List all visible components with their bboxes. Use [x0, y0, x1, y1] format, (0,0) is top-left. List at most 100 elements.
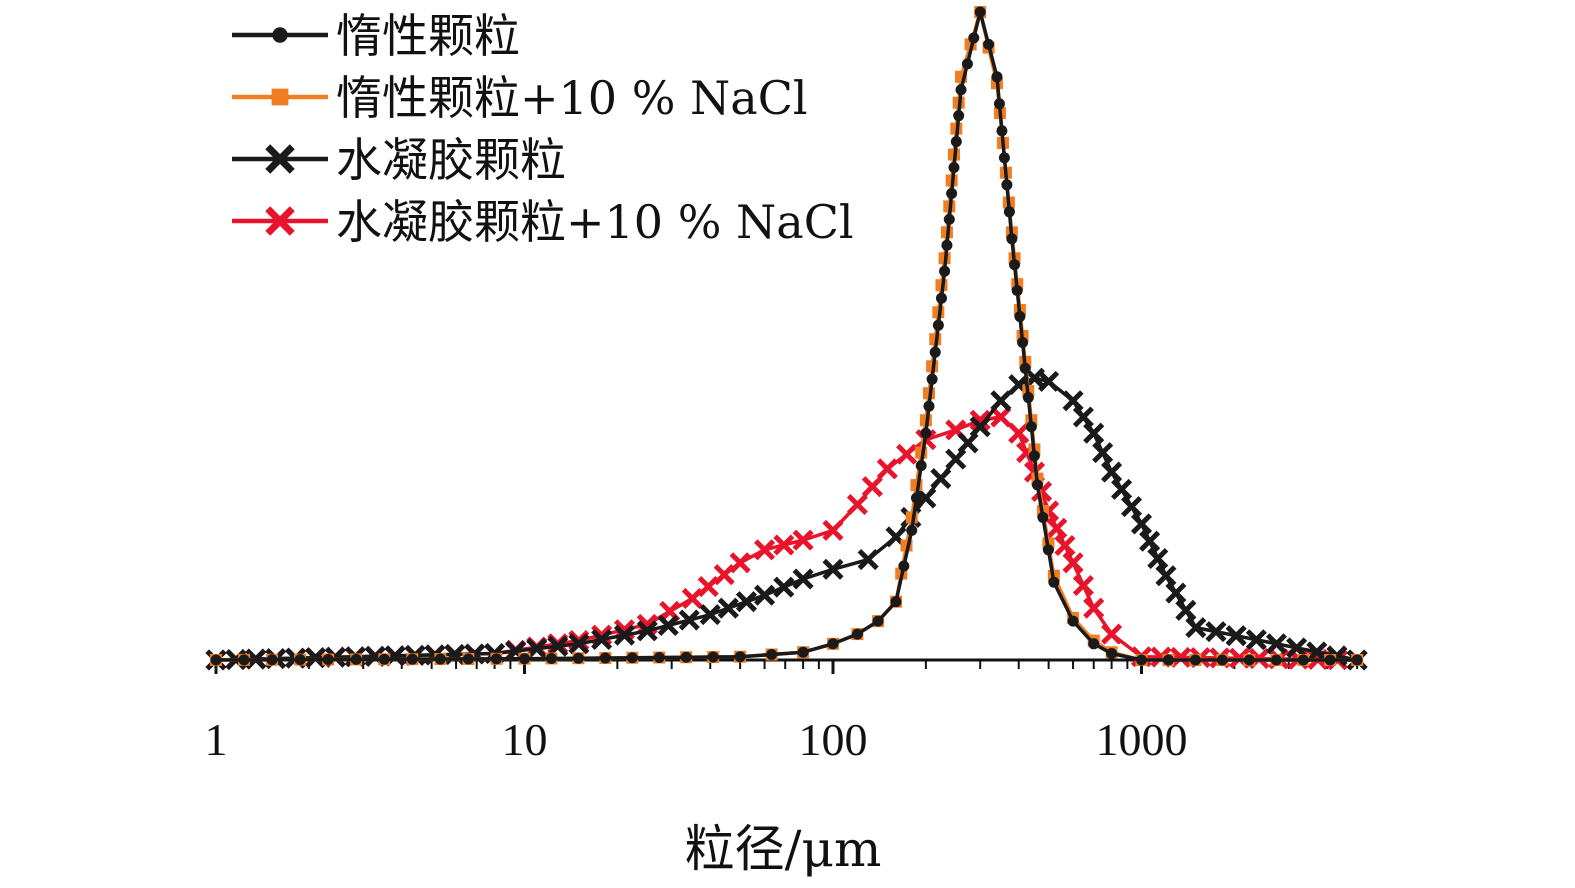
series-1-marker	[519, 653, 530, 665]
series-1-marker	[872, 615, 884, 627]
series-4-marker	[1046, 517, 1068, 539]
series-3-marker	[1265, 633, 1288, 655]
series-4-marker	[990, 406, 1012, 428]
series-3-marker	[792, 568, 814, 590]
series-4-marker	[1062, 552, 1084, 574]
series-3-marker	[1139, 530, 1161, 552]
series-3-marker	[1072, 406, 1094, 428]
series-1-marker	[953, 110, 965, 122]
x-axis-title: 粒径/μm	[685, 820, 882, 878]
series-1-marker	[1017, 336, 1029, 348]
series-3-marker	[526, 638, 548, 660]
series-1-marker	[968, 32, 980, 44]
x-tick-label: 10	[502, 714, 548, 765]
series-3-marker	[1038, 370, 1060, 392]
series-3-marker	[1175, 599, 1197, 621]
series-1-marker	[1136, 654, 1147, 666]
series-4-marker	[773, 534, 795, 556]
series-3-marker	[735, 591, 757, 613]
series-1-marker	[490, 653, 502, 665]
series-4-marker	[822, 519, 844, 541]
series-3-marker	[304, 647, 327, 669]
series-3-marker	[678, 609, 700, 631]
series-3-marker	[591, 628, 613, 651]
series-1-marker	[766, 648, 778, 660]
series-1-marker	[1216, 654, 1228, 666]
series-1-marker	[920, 427, 932, 439]
series-1-marker	[1025, 421, 1037, 433]
series-1-marker	[926, 373, 938, 385]
series-1-marker	[238, 654, 250, 666]
series-1-marker	[1003, 206, 1015, 218]
series-1-marker	[1011, 285, 1023, 297]
series-1-marker	[734, 651, 746, 663]
series-1-marker	[998, 152, 1010, 164]
series-3-marker	[1130, 513, 1153, 535]
series-4-marker	[697, 576, 719, 598]
series-3-marker	[613, 624, 635, 646]
series-1-marker	[1028, 450, 1040, 462]
series-1-marker	[1189, 654, 1201, 666]
series-3-marker	[915, 487, 937, 509]
series-3-marker	[969, 416, 991, 438]
series-3-marker	[657, 614, 679, 636]
series-1-marker	[1031, 479, 1043, 491]
series-1-marker	[950, 136, 962, 148]
series-1-marker	[680, 651, 692, 663]
series-4-marker	[861, 476, 883, 498]
series-1-marker	[939, 265, 951, 277]
series-1-marker	[906, 524, 918, 536]
series-1-marker	[1048, 576, 1060, 588]
series-3-marker	[1306, 641, 1328, 663]
series-3-marker	[1083, 422, 1105, 444]
series-1-marker	[1019, 362, 1031, 374]
series-3-marker	[1286, 637, 1308, 659]
series-1-marker	[827, 638, 839, 650]
series-3	[205, 367, 1368, 671]
series-1-marker	[890, 596, 902, 608]
legend-entry-4: 水凝胶颗粒+10 % NaCl	[232, 195, 854, 249]
series-1-marker	[294, 654, 306, 666]
series-4-marker	[681, 587, 703, 609]
series-1-marker	[932, 319, 944, 331]
series-1-marker	[929, 346, 941, 358]
series-1-marker	[434, 653, 446, 665]
series-3-marker	[1185, 617, 1207, 639]
legend-entry-3: 水凝胶颗粒	[232, 133, 566, 187]
series-1-marker	[378, 653, 390, 665]
series-1-marker	[1042, 544, 1054, 556]
series-1	[210, 6, 1363, 666]
series-3-marker	[1225, 625, 1247, 647]
series-3-marker	[717, 597, 739, 619]
series-4-marker	[1170, 646, 1192, 668]
series-4-marker	[846, 493, 868, 516]
series-1-marker	[1022, 392, 1034, 404]
series-4-marker	[1101, 623, 1123, 645]
series-4-marker	[876, 458, 898, 480]
series-1-marker	[983, 38, 995, 50]
series-1-marker	[1088, 638, 1100, 650]
series-1-marker	[910, 492, 922, 504]
series-1-marker	[1001, 179, 1013, 191]
legend-label: 惰性颗粒	[336, 9, 520, 63]
series-3-marker	[1120, 496, 1143, 518]
series-1-marker	[1009, 259, 1021, 271]
series-3-marker	[754, 584, 776, 606]
series-1-marker	[915, 460, 927, 472]
x-tick-labels: 1 10 100 1000	[205, 714, 1188, 765]
series-1-marker	[653, 651, 665, 663]
series-1-marker	[1067, 615, 1079, 627]
series-4-marker	[1008, 422, 1030, 444]
series-3-marker	[945, 448, 967, 470]
series-1-marker	[943, 213, 955, 225]
series-1-marker	[545, 652, 557, 664]
series-1-marker	[626, 652, 638, 664]
series-3-marker	[1205, 621, 1227, 643]
legend-entry-2: 惰性颗粒+10 % NaCl	[232, 71, 808, 125]
legend-swatch-marker	[265, 206, 295, 236]
series-1-marker	[1014, 311, 1026, 323]
series-1-marker	[797, 646, 809, 658]
series-group	[205, 6, 1368, 671]
series-3-marker	[990, 390, 1012, 412]
